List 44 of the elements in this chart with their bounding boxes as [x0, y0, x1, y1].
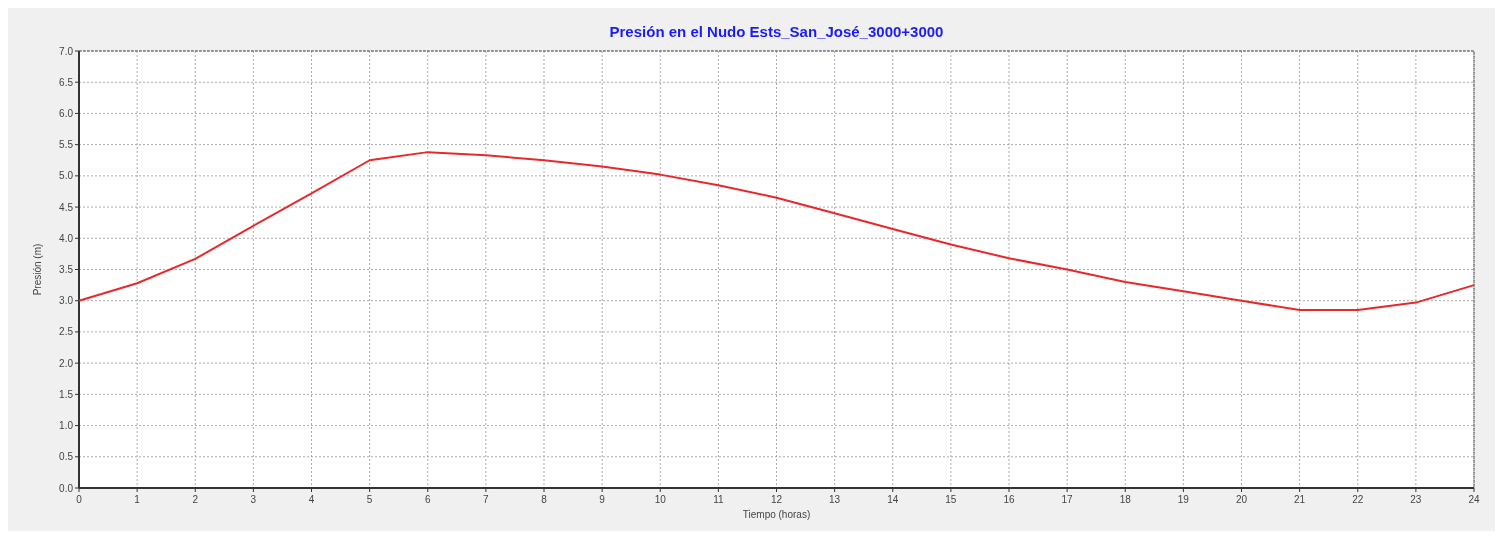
y-tick-label: 0.0	[59, 482, 74, 494]
x-tick-label: 0	[76, 494, 83, 505]
y-axis-title: Presión (m)	[32, 243, 43, 296]
x-tick-label: 6	[424, 494, 431, 505]
x-tick-label: 19	[1177, 494, 1190, 505]
y-tick-label: 2.0	[59, 357, 74, 369]
x-tick-label: 11	[713, 494, 724, 505]
y-tick-label: 5.0	[59, 170, 74, 182]
y-tick-label: 7.0	[59, 45, 74, 57]
y-tick-label: 4.5	[59, 201, 74, 213]
y-tick-label: 3.0	[59, 295, 74, 307]
x-tick-label: 9	[599, 494, 606, 505]
y-tick-label: 6.5	[59, 76, 74, 88]
x-tick-label: 15	[945, 494, 957, 505]
x-tick-label: 8	[541, 494, 548, 505]
x-tick-label: 1	[134, 494, 141, 505]
x-tick-label: 7	[483, 494, 490, 505]
x-tick-label: 20	[1235, 494, 1248, 505]
x-tick-label: 3	[250, 494, 257, 505]
x-tick-label: 2	[192, 494, 199, 505]
x-tick-label: 4	[308, 494, 315, 505]
chart-title: Presión en el Nudo Ests_San_José_3000+3000	[609, 23, 944, 40]
y-tick-label: 5.5	[59, 139, 74, 151]
line-series	[78, 151, 1475, 312]
x-axis-title: Tiempo (horas)	[742, 509, 811, 520]
x-tick-label: 24	[1468, 494, 1480, 505]
x-tick-label: 5	[366, 494, 373, 505]
x-tick-label: 17	[1061, 494, 1074, 505]
x-tick-label: 12	[770, 494, 783, 505]
y-tick-label: 4.0	[59, 232, 74, 244]
y-tick-label: 0.5	[59, 451, 74, 463]
y-tick-label: 3.5	[59, 264, 74, 275]
y-tick-label: 1.0	[59, 420, 74, 432]
x-tick-label: 14	[887, 494, 899, 505]
x-tick-label: 21	[1294, 494, 1306, 505]
x-tick-label: 22	[1352, 494, 1364, 505]
y-tick-label: 2.5	[59, 326, 74, 338]
x-tick-label: 18	[1119, 494, 1132, 505]
x-tick-label: 23	[1410, 494, 1422, 505]
x-tick-label: 13	[829, 494, 841, 505]
x-tick-label: 16	[1003, 494, 1015, 505]
y-tick-label: 1.5	[59, 388, 74, 400]
y-tick-label: 6.0	[59, 107, 74, 119]
x-tick-label: 10	[654, 494, 667, 505]
